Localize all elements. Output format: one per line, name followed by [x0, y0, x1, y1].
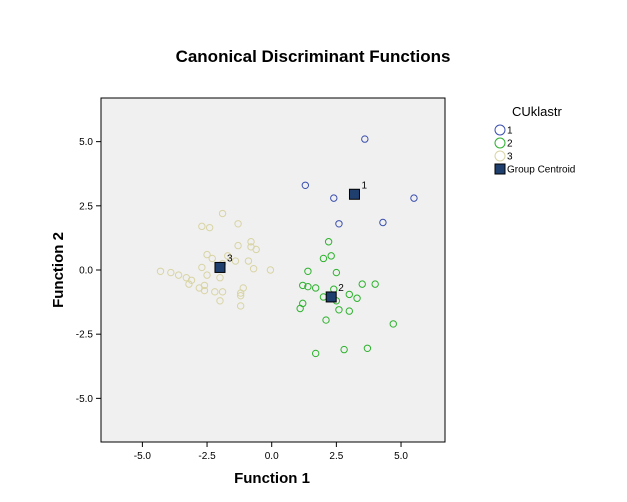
- legend-label: 1: [507, 126, 513, 137]
- y-tick-label: -2.5: [76, 330, 94, 341]
- series-1-point: [301, 181, 310, 189]
- axis-ticks: -5.0 -2.5 0.0 2.5 5.0 5.0 2.5 0.0 -2.5 -5.0: [76, 137, 409, 462]
- series-2-point: [358, 280, 366, 288]
- group-centroids: 1 2 3: [214, 180, 367, 303]
- series-3-point: [252, 245, 260, 254]
- y-tick-label: 0.0: [79, 266, 93, 277]
- series-3-point: [234, 220, 242, 228]
- y-axis-label: Function 2: [50, 232, 67, 308]
- series-3-point: [224, 252, 232, 260]
- series-3-point: [247, 238, 255, 246]
- legend-marker-2: [494, 137, 506, 149]
- series-2-point: [327, 252, 335, 260]
- legend-marker-3: [494, 150, 506, 162]
- legend-label: 2: [507, 139, 513, 150]
- series-2-point: [335, 306, 343, 314]
- legend-marker-centroid: [494, 163, 506, 175]
- series-3-point: [216, 274, 224, 282]
- legend-marker-1: [494, 124, 506, 136]
- series-2-point: [371, 280, 379, 288]
- legend-label: 3: [507, 152, 513, 163]
- centroid-label: 2: [338, 283, 344, 294]
- series-3-point: [231, 257, 240, 265]
- legend-title: CUklastr: [512, 104, 563, 119]
- series-3-point: [216, 297, 224, 305]
- series-3-point: [236, 289, 245, 297]
- series-2-point: [345, 307, 354, 315]
- series-2-point: [363, 344, 372, 352]
- series-2-point: [299, 281, 307, 290]
- series-1-point: [330, 194, 338, 202]
- series-2-point: [296, 304, 304, 313]
- centroid-label: 1: [361, 180, 367, 191]
- series-3-point: [185, 280, 193, 288]
- series-3-point: [266, 266, 275, 274]
- y-tick-label: -5.0: [76, 394, 94, 405]
- x-axis-label: Function 1: [234, 470, 310, 487]
- series-3-point: [211, 288, 219, 296]
- chart-title: Canonical Discriminant Functions: [176, 47, 451, 66]
- series-3-point: [249, 265, 258, 273]
- x-tick-label: -5.0: [134, 451, 152, 462]
- series-2-point: [319, 254, 328, 263]
- series-3-point: [218, 288, 227, 296]
- series-2-point: [304, 267, 312, 275]
- series-1-point: [335, 220, 343, 228]
- group-centroid-1: [348, 188, 360, 200]
- group-centroid-2: [325, 291, 337, 303]
- legend: CUklastr 1 2 3 Group Centroid: [494, 104, 575, 176]
- series-1-point: [361, 135, 369, 143]
- plot-area: [100, 97, 446, 443]
- series-2-point: [304, 282, 312, 291]
- x-tick-label: -2.5: [198, 451, 216, 462]
- series-3-point: [234, 241, 242, 250]
- series-2-point: [340, 345, 348, 354]
- series-3-point: [236, 291, 245, 300]
- series-1-point: [379, 218, 387, 227]
- group-centroid-3: [214, 261, 226, 273]
- series-1-point: [410, 194, 418, 202]
- series-2-point: [353, 294, 361, 302]
- centroid-label: 3: [227, 253, 233, 264]
- series-2-point: [389, 320, 397, 328]
- series-3-point: [198, 263, 206, 272]
- series-3-point: [208, 254, 216, 263]
- series-3-point: [205, 223, 214, 232]
- legend-entries: 1 2 3 Group Centroid: [494, 124, 575, 176]
- series-2-point: [345, 290, 354, 299]
- legend-label: Group Centroid: [507, 165, 575, 176]
- series-2-point: [311, 349, 320, 358]
- series-3-point: [203, 250, 211, 259]
- series-2-point: [332, 268, 341, 277]
- series-2-point: [324, 238, 333, 246]
- y-tick-label: 5.0: [79, 137, 93, 148]
- x-tick-label: 2.5: [329, 451, 343, 462]
- x-tick-label: 5.0: [394, 451, 408, 462]
- series-3-point: [187, 276, 196, 284]
- series-2-point: [311, 284, 320, 292]
- y-tick-label: 2.5: [79, 201, 93, 212]
- series-3-point: [218, 209, 227, 218]
- series-3-point: [198, 222, 206, 231]
- series-3-point: [236, 302, 245, 310]
- x-tick-label: 0.0: [265, 451, 279, 462]
- series-3-point: [203, 271, 211, 279]
- series-3-point: [200, 286, 209, 295]
- series-3-point: [174, 271, 183, 279]
- series-3-point: [244, 257, 253, 265]
- series-3-point: [167, 268, 175, 277]
- series-3-point: [156, 267, 165, 275]
- series-2-point: [322, 316, 330, 324]
